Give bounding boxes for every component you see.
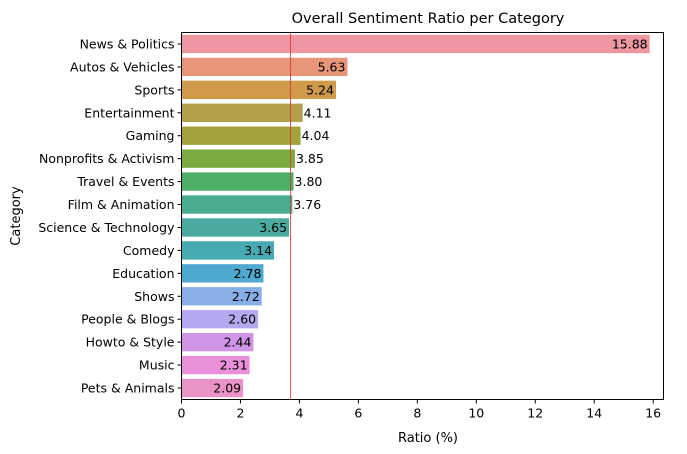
x-tick-label: 12: [527, 406, 543, 421]
y-tick-label: Howto & Style: [86, 335, 175, 350]
x-tick-label: 2: [236, 406, 244, 421]
data-label: 3.65: [259, 220, 287, 235]
data-label: 3.14: [244, 243, 272, 258]
x-tick-label: 14: [586, 406, 602, 421]
bar: [181, 355, 250, 375]
data-label: 3.85: [296, 151, 324, 166]
bar: [181, 57, 348, 77]
bar: [181, 264, 264, 283]
y-axis-label: Category: [9, 186, 24, 246]
bar: [181, 378, 244, 398]
data-label: 2.44: [224, 335, 252, 350]
data-label: 2.09: [213, 381, 241, 396]
y-tick-label: Science & Technology: [38, 220, 175, 235]
data-label: 5.63: [318, 59, 346, 74]
data-label: 2.60: [228, 312, 256, 327]
bar: [181, 287, 262, 306]
bar: [181, 126, 301, 145]
y-tick-label: Pets & Animals: [81, 381, 175, 396]
data-label: 3.80: [295, 174, 323, 189]
y-tick-label: News & Politics: [80, 36, 175, 51]
y-tick-label: Nonprofits & Activism: [39, 151, 175, 166]
data-label: 4.04: [302, 128, 330, 143]
x-tick-label: 8: [413, 406, 421, 421]
bar: [181, 149, 295, 168]
x-tick-label: 10: [468, 406, 484, 421]
bar: [181, 332, 254, 352]
bar: [181, 34, 650, 54]
data-label: 2.72: [232, 289, 260, 304]
bar: [181, 80, 336, 100]
y-tick-label: Music: [139, 358, 175, 373]
y-tick-label: Travel & Events: [76, 174, 174, 189]
x-tick-label: 0: [178, 406, 186, 421]
data-label: 2.31: [220, 358, 248, 373]
y-tick-label: Autos & Vehicles: [70, 59, 174, 74]
x-tick-label: 16: [645, 406, 661, 421]
y-tick-label: People & Blogs: [81, 312, 174, 327]
bar: [181, 310, 259, 329]
y-tick-label: Sports: [134, 82, 174, 97]
bar: [181, 195, 293, 214]
data-label: 2.78: [234, 266, 262, 281]
chart-title: Overall Sentiment Ratio per Category: [292, 11, 565, 27]
x-tick-label: 6: [354, 406, 362, 421]
data-label: 5.24: [306, 82, 334, 97]
bar: [181, 103, 303, 122]
data-label: 3.76: [293, 197, 321, 212]
y-tick-label: Comedy: [123, 243, 175, 258]
bar: [181, 218, 290, 237]
x-axis-label: Ratio (%): [398, 431, 458, 446]
y-tick-label: Entertainment: [84, 105, 174, 120]
data-label: 4.11: [304, 105, 332, 120]
y-tick-label: Gaming: [126, 128, 175, 143]
data-label: 15.88: [612, 36, 648, 51]
bar: [181, 241, 275, 260]
x-tick-label: 4: [295, 406, 303, 421]
y-tick-label: Film & Animation: [68, 197, 175, 212]
bar: [181, 172, 294, 191]
y-tick-label: Shows: [134, 289, 174, 304]
plot-frame: [181, 32, 664, 400]
y-tick-label: Education: [112, 266, 174, 281]
